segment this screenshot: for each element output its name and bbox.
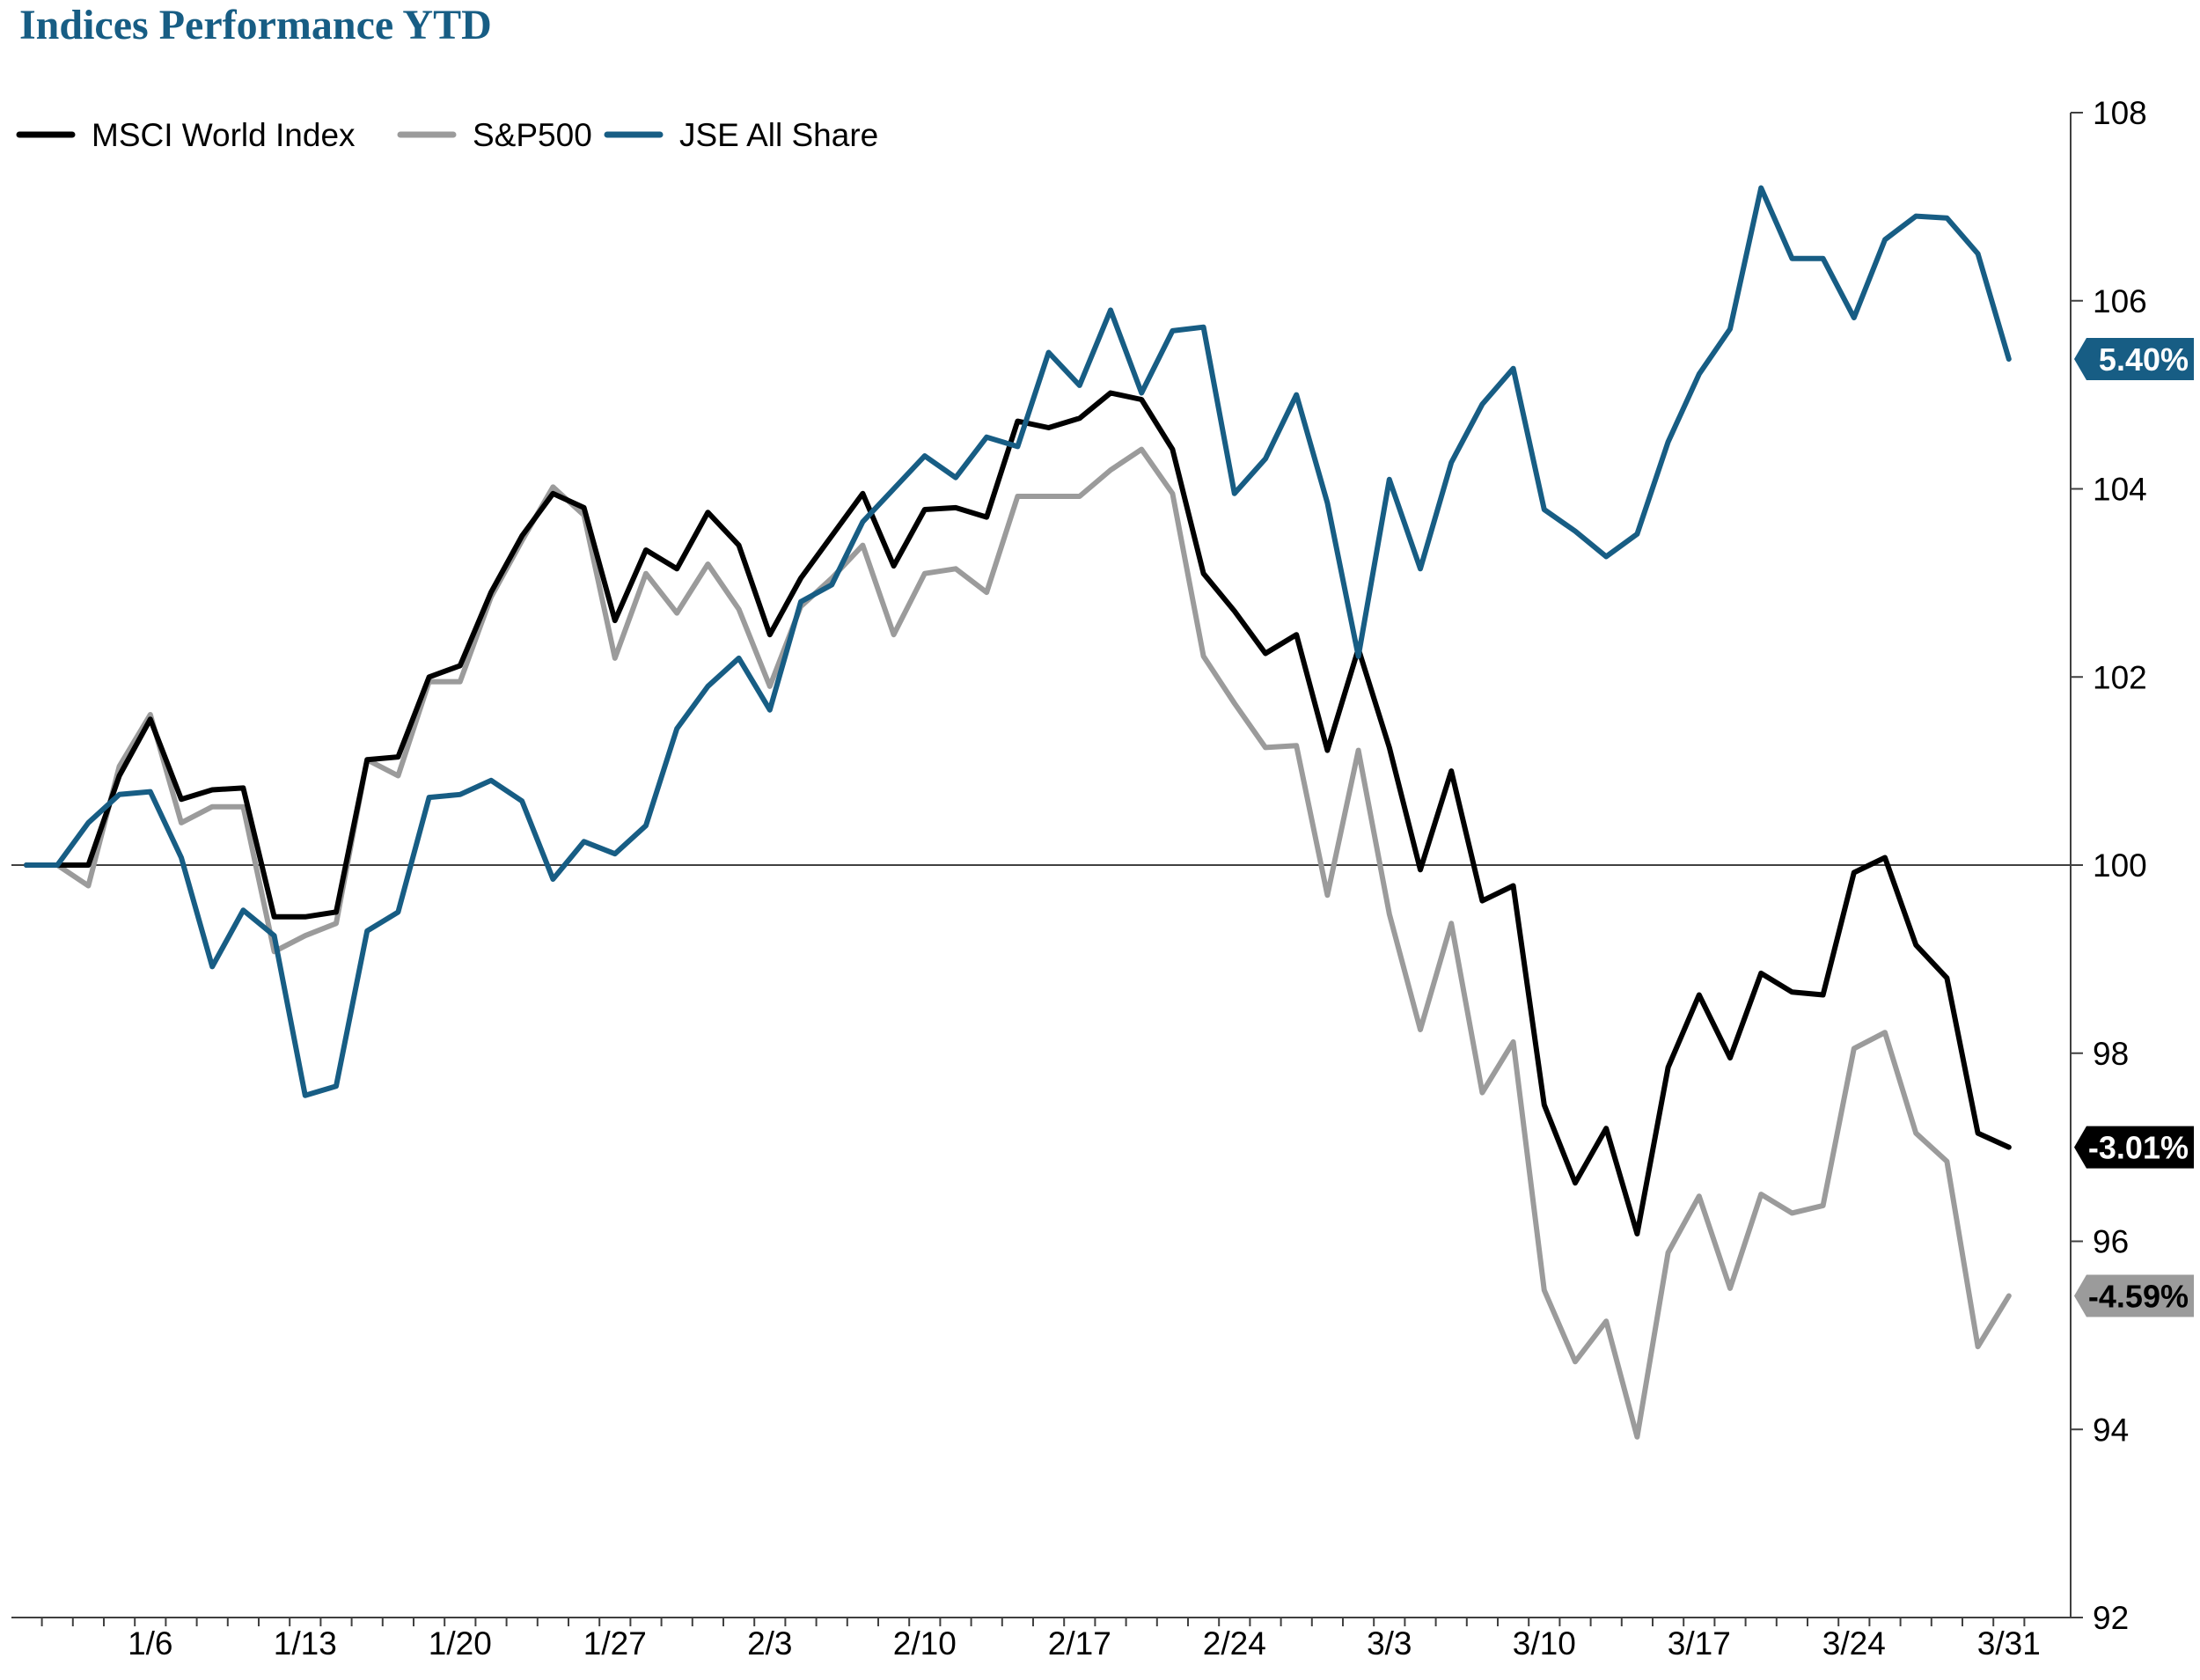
x-tick-label: 1/20 [429,1625,492,1662]
series-line-s-p500 [24,446,2012,1440]
x-tick-label: 3/10 [1513,1625,1576,1662]
x-tick-label: 1/6 [128,1625,172,1662]
series-line-jse-all-share [24,185,2012,1098]
x-tick-label: 1/13 [274,1625,337,1662]
series-lines [24,185,2012,1440]
x-tick-label: 3/17 [1668,1625,1731,1662]
chart-title: Indices Performance YTD [19,2,492,48]
legend-label: MSCI World Index [92,117,356,153]
end-labels: -3.01% -4.59% 5.40% [2074,338,2194,1317]
x-tick-label: 3/31 [1977,1625,2041,1662]
legend: MSCI World Index S&P500 JSE All Share [16,117,878,153]
series-line-msci-world-index [24,390,2012,1236]
y-tick-label: 94 [2093,1412,2129,1448]
y-tick-label: 96 [2093,1224,2129,1260]
y-tick-label: 106 [2093,283,2147,319]
y-tick-label: 100 [2093,847,2147,884]
y-axis-ticks: 92 94 96 98 100 102 104 106 108 [2071,95,2147,1636]
x-tick-label: 3/24 [1822,1625,1886,1662]
end-label-value: -4.59% [2088,1278,2189,1314]
x-tick-label: 2/3 [747,1625,792,1662]
x-tick-label: 2/10 [893,1625,957,1662]
end-label-value: -3.01% [2088,1130,2189,1166]
y-tick-label: 102 [2093,659,2147,695]
y-tick-label: 108 [2093,95,2147,131]
legend-label: JSE All Share [679,117,878,153]
x-tick-label: 3/3 [1367,1625,1412,1662]
end-label-tag [2074,1274,2194,1317]
end-label-value: 5.40% [2099,341,2189,378]
end-label-tag [2074,338,2194,381]
y-tick-label: 98 [2093,1036,2129,1072]
end-label-tag [2074,1126,2194,1169]
x-axis-ticks: 1/6 1/13 1/20 1/27 2/3 2/10 2/17 2/24 3/3 3/10 3/1… [40,1618,2041,1662]
y-tick-label: 104 [2093,472,2147,508]
x-tick-label: 1/27 [583,1625,647,1662]
x-tick-label: 2/17 [1048,1625,1111,1662]
legend-label: S&P500 [473,117,592,153]
y-tick-label: 92 [2093,1600,2129,1636]
x-tick-label: 2/24 [1203,1625,1266,1662]
